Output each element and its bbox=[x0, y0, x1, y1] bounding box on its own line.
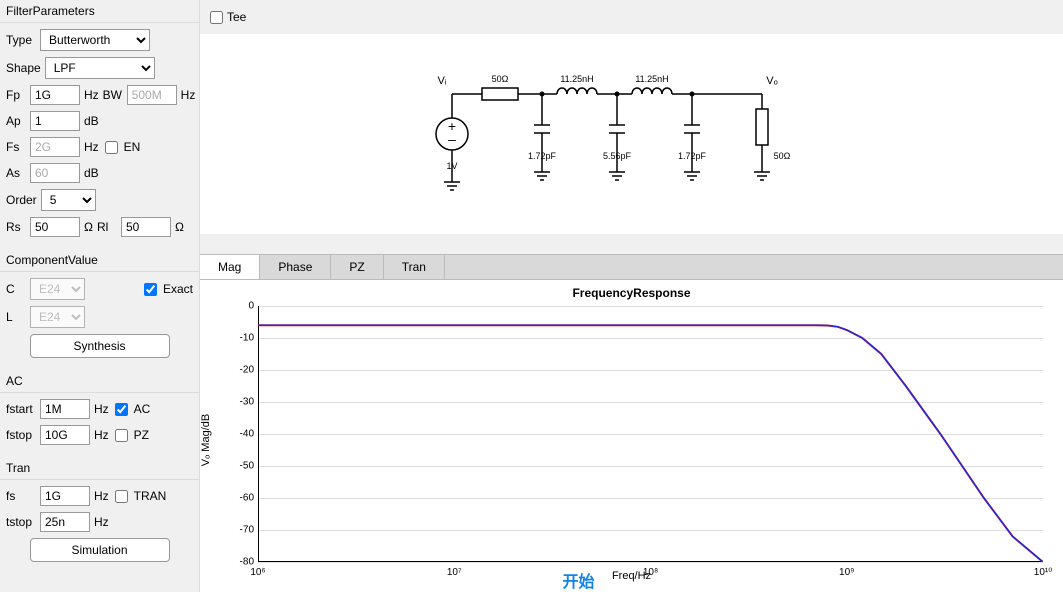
svg-text:5.56pF: 5.56pF bbox=[602, 151, 631, 161]
fp-label: Fp bbox=[6, 88, 26, 102]
rl-label: Rl bbox=[97, 220, 117, 234]
en-label: EN bbox=[124, 140, 141, 154]
pz-checkbox[interactable] bbox=[115, 429, 128, 442]
tfs-label: fs bbox=[6, 489, 36, 503]
rs-input[interactable] bbox=[30, 217, 80, 237]
chart-title: FrequencyResponse bbox=[210, 286, 1053, 300]
bw-unit: Hz bbox=[181, 88, 196, 102]
tee-checkbox[interactable] bbox=[210, 11, 223, 24]
ac-checkbox[interactable] bbox=[115, 403, 128, 416]
svg-text:Vᵢ: Vᵢ bbox=[437, 75, 446, 87]
chart-area: FrequencyResponse Vₒ Mag/dB Freq/Hz 0-10… bbox=[200, 280, 1063, 592]
simulation-button[interactable]: Simulation bbox=[30, 538, 170, 562]
tstop-label: tstop bbox=[6, 515, 36, 529]
tab-tran[interactable]: Tran bbox=[384, 255, 445, 279]
exact-checkbox[interactable] bbox=[144, 283, 157, 296]
sidebar: FilterParameters Type Butterworth Shape … bbox=[0, 0, 200, 592]
c-select: E24 bbox=[30, 278, 85, 300]
chart-plot: Vₒ Mag/dB Freq/Hz 0-10-20-30-40-50-60-70… bbox=[210, 300, 1053, 580]
svg-text:11.25nH: 11.25nH bbox=[635, 74, 668, 84]
exact-label: Exact bbox=[163, 282, 193, 296]
fs-input bbox=[30, 137, 80, 157]
fstart-unit: Hz bbox=[94, 402, 109, 416]
tfs-unit: Hz bbox=[94, 489, 109, 503]
filter-params-title: FilterParameters bbox=[0, 0, 199, 23]
tran-title: Tran bbox=[0, 457, 199, 480]
fstart-label: fstart bbox=[6, 402, 36, 416]
fp-unit: Hz bbox=[84, 88, 99, 102]
shape-label: Shape bbox=[6, 61, 41, 75]
svg-text:–: – bbox=[448, 131, 456, 147]
plot-tabs: Mag Phase PZ Tran bbox=[200, 254, 1063, 280]
schematic-svg: +–1VVᵢ50Ω11.25nH11.25nHVₒ1.72pF5.56pF1.7… bbox=[422, 54, 842, 214]
chart-ylabel: Vₒ Mag/dB bbox=[200, 414, 212, 466]
accb-label: AC bbox=[134, 402, 151, 416]
pzcb-label: PZ bbox=[134, 428, 149, 442]
tfs-input[interactable] bbox=[40, 486, 90, 506]
ap-label: Ap bbox=[6, 114, 26, 128]
svg-text:50Ω: 50Ω bbox=[773, 151, 790, 161]
fs-unit: Hz bbox=[84, 140, 99, 154]
svg-text:1.72pF: 1.72pF bbox=[677, 151, 706, 161]
svg-text:50Ω: 50Ω bbox=[491, 74, 508, 84]
tab-pz[interactable]: PZ bbox=[331, 255, 383, 279]
type-label: Type bbox=[6, 33, 36, 47]
svg-text:1.72pF: 1.72pF bbox=[527, 151, 556, 161]
ap-unit: dB bbox=[84, 114, 99, 128]
c-label: C bbox=[6, 282, 26, 296]
tstop-unit: Hz bbox=[94, 515, 109, 529]
rl-input[interactable] bbox=[121, 217, 171, 237]
svg-text:Vₒ: Vₒ bbox=[766, 75, 778, 87]
tee-label: Tee bbox=[227, 10, 246, 24]
order-label: Order bbox=[6, 193, 37, 207]
type-select[interactable]: Butterworth bbox=[40, 29, 150, 51]
en-checkbox[interactable] bbox=[105, 141, 118, 154]
fp-input[interactable] bbox=[30, 85, 80, 105]
fstop-label: fstop bbox=[6, 428, 36, 442]
fs-label: Fs bbox=[6, 140, 26, 154]
component-value-title: ComponentValue bbox=[0, 249, 199, 272]
tab-phase[interactable]: Phase bbox=[260, 255, 331, 279]
as-unit: dB bbox=[84, 166, 99, 180]
fstop-input[interactable] bbox=[40, 425, 90, 445]
as-input bbox=[30, 163, 80, 183]
trancb-label: TRAN bbox=[134, 489, 167, 503]
rl-unit: Ω bbox=[175, 220, 184, 234]
ap-input[interactable] bbox=[30, 111, 80, 131]
tab-mag[interactable]: Mag bbox=[200, 255, 260, 279]
topbar: Tee bbox=[200, 0, 1063, 34]
schematic-panel: +–1VVᵢ50Ω11.25nH11.25nHVₒ1.72pF5.56pF1.7… bbox=[200, 34, 1063, 234]
tran-checkbox[interactable] bbox=[115, 490, 128, 503]
rs-unit: Ω bbox=[84, 220, 93, 234]
bw-input bbox=[127, 85, 177, 105]
bw-label: BW bbox=[103, 88, 123, 102]
synthesis-button[interactable]: Synthesis bbox=[30, 334, 170, 358]
fstart-input[interactable] bbox=[40, 399, 90, 419]
shape-select[interactable]: LPF bbox=[45, 57, 155, 79]
l-select: E24 bbox=[30, 306, 85, 328]
svg-text:11.25nH: 11.25nH bbox=[560, 74, 593, 84]
order-select[interactable]: 5 bbox=[41, 189, 96, 211]
tstop-input[interactable] bbox=[40, 512, 90, 532]
fstop-unit: Hz bbox=[94, 428, 109, 442]
start-label: 开始 bbox=[562, 568, 594, 592]
as-label: As bbox=[6, 166, 26, 180]
ac-title: AC bbox=[0, 370, 199, 393]
rs-label: Rs bbox=[6, 220, 26, 234]
l-label: L bbox=[6, 310, 26, 324]
content-area: Tee +–1VVᵢ50Ω11.25nH11.25nHVₒ1.72pF5.56p… bbox=[200, 0, 1063, 592]
